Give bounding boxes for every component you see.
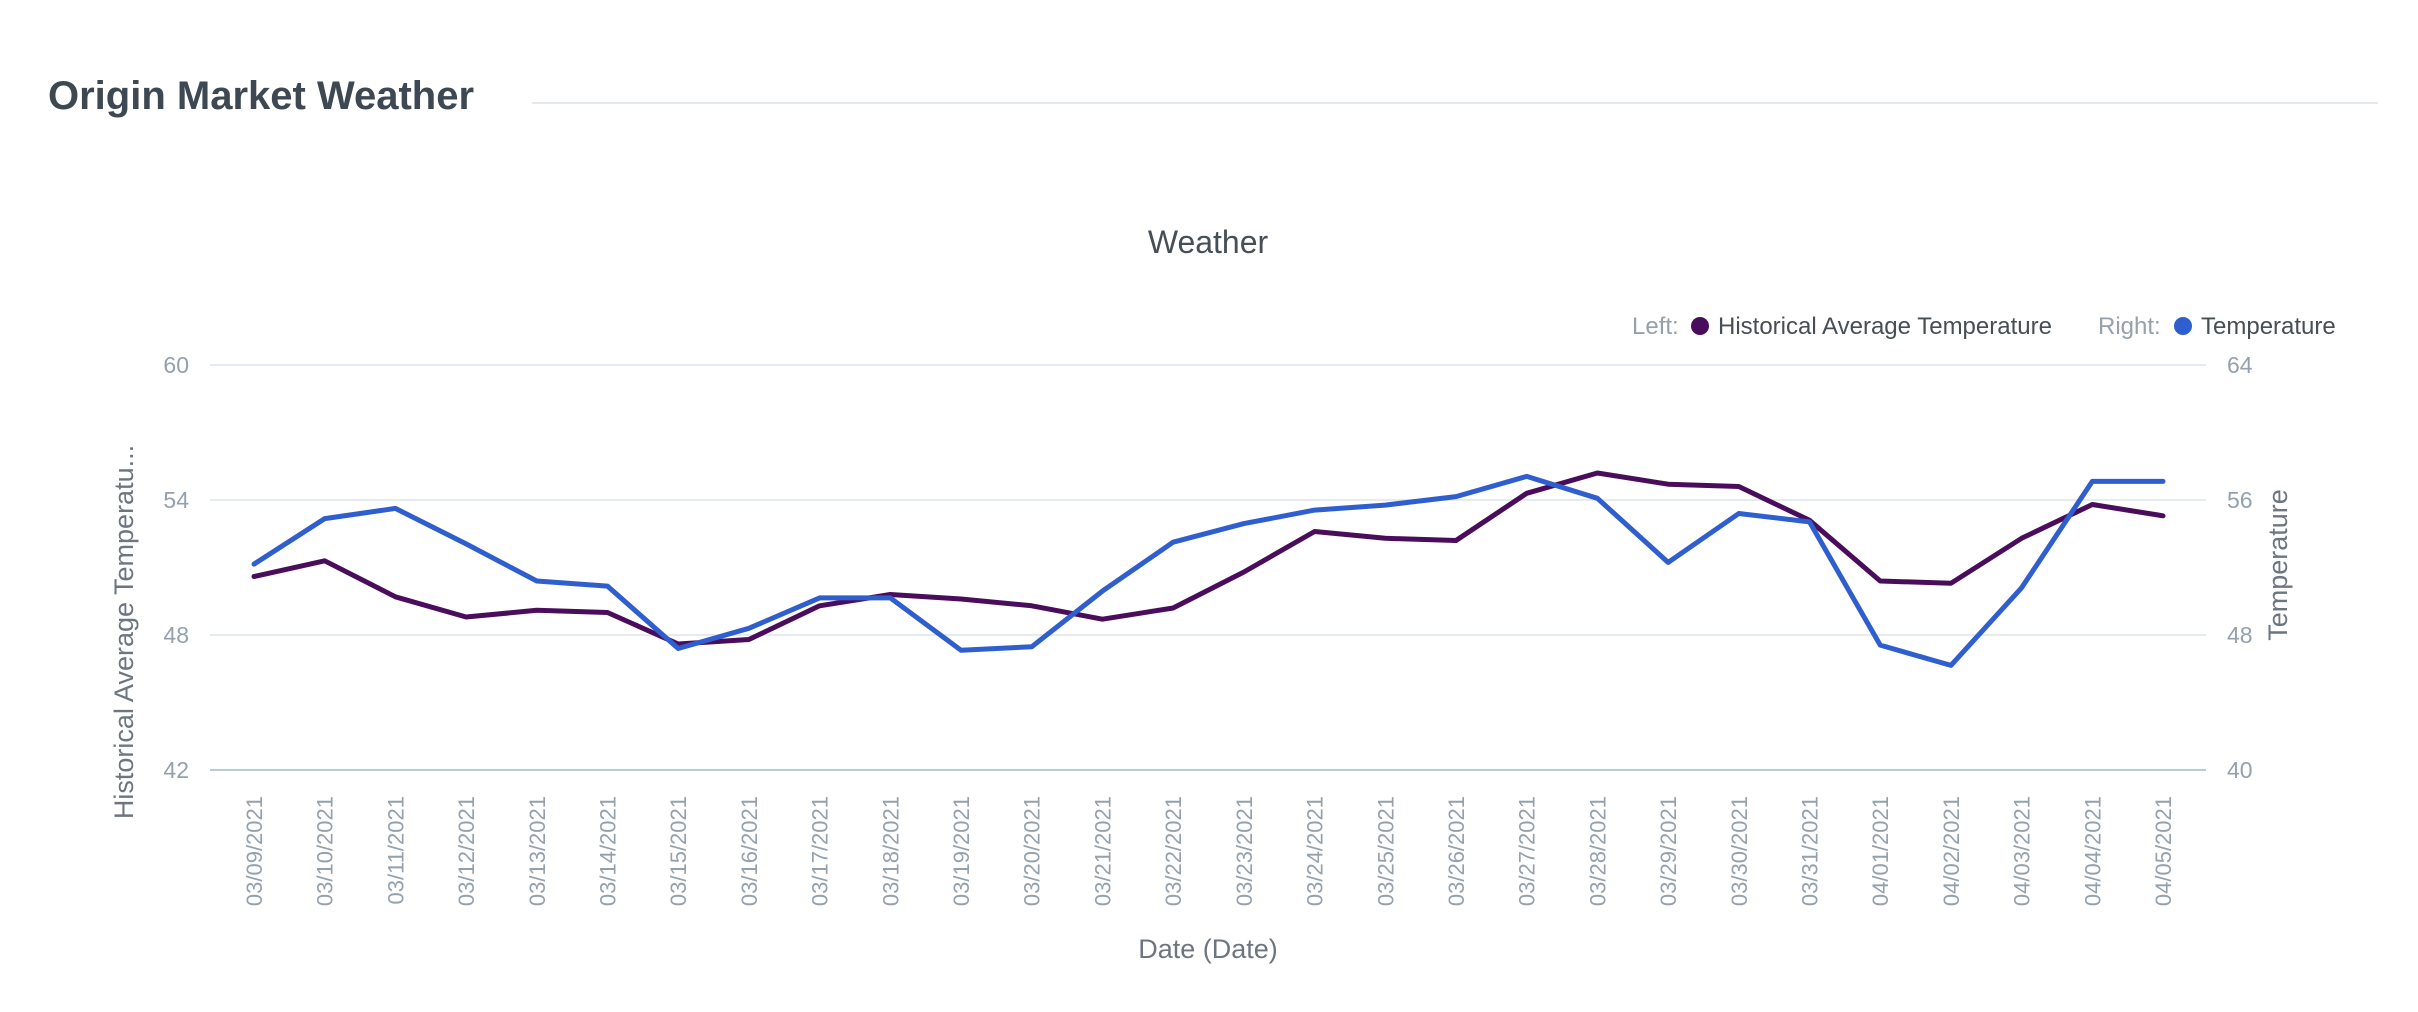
x-axis-tick-label: 03/14/2021 bbox=[596, 796, 621, 906]
legend: Left: Historical Average Temperature Rig… bbox=[1632, 313, 2336, 340]
section-title: Origin Market Weather bbox=[48, 74, 475, 118]
x-axis-tick-label: 04/05/2021 bbox=[2151, 796, 2176, 906]
x-axis-tick-label: 04/04/2021 bbox=[2080, 796, 2105, 906]
right-axis-tick-label: 48 bbox=[2227, 622, 2253, 648]
x-axis-tick-label: 03/18/2021 bbox=[878, 796, 903, 906]
section-divider bbox=[532, 102, 2378, 104]
x-axis-tick-label: 03/19/2021 bbox=[949, 796, 974, 906]
x-axis-tick-label: 03/28/2021 bbox=[1585, 796, 1610, 906]
x-axis-tick-label: 03/11/2021 bbox=[383, 796, 408, 904]
historical-average-temperature-line bbox=[251, 470, 2166, 647]
x-axis-tick-label: 03/25/2021 bbox=[1373, 796, 1398, 906]
x-axis-tick-label: 03/27/2021 bbox=[1515, 796, 1540, 906]
x-axis-tick-label: 03/26/2021 bbox=[1444, 796, 1469, 906]
right-axis-tick-label: 56 bbox=[2227, 487, 2253, 513]
series-lines bbox=[251, 470, 2166, 668]
chart-title: Weather bbox=[1148, 224, 1269, 260]
left-axis-tick-label: 42 bbox=[163, 757, 189, 783]
left-axis-label: Historical Average Temperatu... bbox=[109, 445, 139, 819]
x-axis-tick-label: 03/16/2021 bbox=[737, 796, 762, 906]
left-axis-tick-label: 60 bbox=[163, 352, 189, 378]
left-axis-ticks: 60 54 48 42 bbox=[163, 352, 189, 783]
x-axis-tick-label: 03/30/2021 bbox=[1727, 796, 1752, 906]
x-axis-tick-label: 03/31/2021 bbox=[1797, 796, 1822, 906]
left-axis-tick-label: 48 bbox=[163, 622, 189, 648]
right-axis-label: Temperature bbox=[2263, 489, 2293, 641]
x-axis-tick-label: 04/01/2021 bbox=[1868, 796, 1893, 906]
x-axis-tick-label: 03/09/2021 bbox=[242, 796, 267, 906]
right-axis-tick-label: 64 bbox=[2227, 352, 2253, 378]
temperature-line bbox=[251, 473, 2166, 668]
x-axis-label: Date (Date) bbox=[1138, 934, 1278, 964]
right-axis-tick-label: 40 bbox=[2227, 757, 2253, 783]
right-axis-ticks: 64 56 48 40 bbox=[2227, 352, 2253, 783]
legend-historical-marker bbox=[1691, 317, 1709, 335]
x-axis-tick-label: 03/13/2021 bbox=[525, 796, 550, 906]
x-axis-tick-label: 03/29/2021 bbox=[1656, 796, 1681, 906]
x-axis-tick-label: 04/03/2021 bbox=[2010, 796, 2035, 906]
x-axis-tick-label: 03/10/2021 bbox=[313, 796, 338, 906]
x-axis-tick-label: 03/21/2021 bbox=[1090, 796, 1115, 906]
x-axis-tick-label: 04/02/2021 bbox=[1939, 796, 1964, 906]
x-axis-ticks: 03/09/2021 03/10/2021 03/11/2021 03/12/2021… bbox=[242, 796, 2176, 906]
x-axis-tick-label: 03/15/2021 bbox=[666, 796, 691, 906]
x-axis-tick-label: 03/22/2021 bbox=[1161, 796, 1186, 906]
x-axis-tick-label: 03/23/2021 bbox=[1232, 796, 1257, 906]
legend-left-prefix: Left: bbox=[1632, 313, 1679, 340]
left-axis-tick-label: 54 bbox=[163, 487, 189, 513]
legend-right-prefix: Right: bbox=[2098, 313, 2161, 340]
legend-temperature-marker bbox=[2174, 317, 2192, 335]
legend-temperature-label[interactable]: Temperature bbox=[2201, 313, 2336, 340]
x-axis-tick-label: 03/24/2021 bbox=[1303, 796, 1328, 906]
x-axis-tick-label: 03/17/2021 bbox=[808, 796, 833, 906]
legend-historical-label[interactable]: Historical Average Temperature bbox=[1718, 313, 2052, 340]
x-axis-tick-label: 03/20/2021 bbox=[1020, 796, 1045, 906]
x-axis-tick-label: 03/12/2021 bbox=[454, 796, 479, 906]
